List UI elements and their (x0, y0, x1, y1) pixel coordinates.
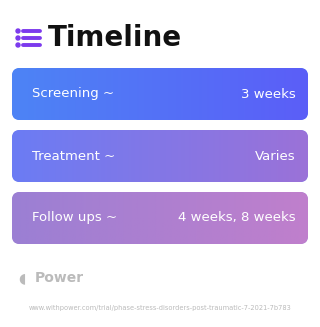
Text: ◖: ◖ (18, 271, 26, 285)
Circle shape (16, 43, 20, 47)
FancyBboxPatch shape (12, 130, 308, 182)
Text: Follow ups ~: Follow ups ~ (32, 212, 117, 225)
FancyBboxPatch shape (12, 192, 308, 244)
Text: 3 weeks: 3 weeks (241, 88, 296, 100)
Text: 4 weeks, 8 weeks: 4 weeks, 8 weeks (178, 212, 296, 225)
Circle shape (16, 36, 20, 40)
Text: Power: Power (35, 271, 84, 285)
FancyBboxPatch shape (12, 68, 308, 120)
Text: Timeline: Timeline (48, 24, 182, 52)
Circle shape (16, 29, 20, 33)
Text: www.withpower.com/trial/phase-stress-disorders-post-traumatic-7-2021-7b783: www.withpower.com/trial/phase-stress-dis… (28, 305, 292, 311)
Text: Treatment ~: Treatment ~ (32, 149, 115, 163)
Text: Screening ~: Screening ~ (32, 88, 114, 100)
Text: Varies: Varies (255, 149, 296, 163)
